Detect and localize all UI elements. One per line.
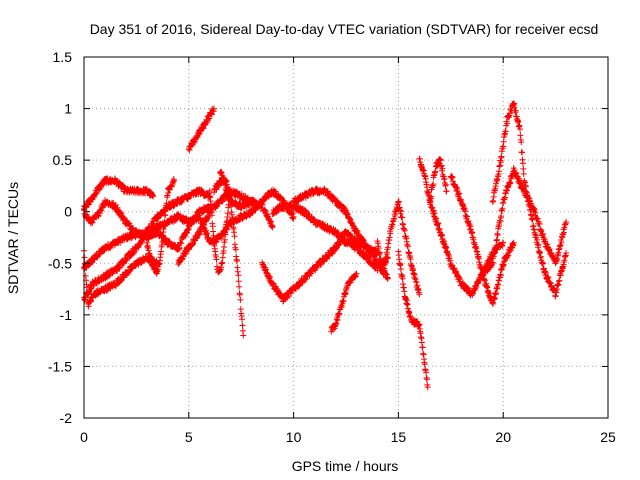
y-tick-label: 0	[64, 204, 72, 220]
series-sat-15	[328, 270, 360, 335]
series-points	[143, 176, 178, 277]
series-points	[290, 185, 391, 282]
data-points	[81, 100, 570, 391]
series-points	[489, 100, 528, 205]
series-sat-21	[489, 100, 528, 205]
y-tick-label: -1.5	[48, 358, 72, 374]
y-tick-label: -1	[60, 307, 73, 323]
tick-marks	[83, 56, 609, 419]
series-points	[328, 270, 360, 335]
series-points	[374, 198, 423, 298]
x-tick-label: 20	[495, 429, 511, 445]
y-tick-labels: -2 -1.5 -1 -0.5 0 0.5 1 1.5	[48, 49, 72, 426]
y-axis-label: SDTVAR / TECUs	[5, 182, 21, 294]
y-tick-label: 1.5	[53, 49, 73, 65]
series-sat-17	[395, 248, 431, 391]
y-tick-label: -0.5	[48, 255, 72, 271]
series-sat-11	[217, 168, 276, 231]
x-axis-label: GPS time / hours	[292, 458, 399, 474]
series-sat-13	[269, 201, 391, 274]
y-tick-label: 1	[64, 101, 72, 117]
y-tick-label: -2	[60, 410, 73, 426]
x-tick-label: 0	[80, 429, 88, 445]
chart-title: Day 351 of 2016, Sidereal Day-to-day VTE…	[90, 21, 599, 37]
x-tick-label: 5	[185, 429, 193, 445]
series-sat-18	[416, 155, 450, 204]
series-sat-14	[290, 185, 391, 282]
series-sat-23	[521, 179, 570, 300]
series-sat-8	[185, 105, 217, 153]
series-points	[269, 201, 391, 274]
x-tick-label: 10	[286, 429, 302, 445]
series-points	[395, 248, 431, 391]
series-sat-10	[206, 187, 234, 276]
y-tick-label: 0.5	[53, 152, 73, 168]
series-points	[185, 105, 217, 153]
series-points	[81, 175, 157, 212]
x-tick-label: 15	[391, 429, 407, 445]
series-points	[217, 168, 276, 231]
series-points	[447, 173, 517, 307]
series-points	[521, 179, 570, 300]
plot-frame	[83, 56, 609, 419]
series-sat-2	[81, 175, 157, 212]
x-tick-label: 25	[600, 429, 616, 445]
series-sat-16	[374, 198, 423, 298]
x-tick-labels: 0 5 10 15 20 25	[80, 429, 616, 445]
series-points	[416, 155, 450, 204]
series-points	[206, 187, 234, 276]
series-sat-6	[143, 176, 178, 277]
series-sat-20	[447, 173, 517, 307]
